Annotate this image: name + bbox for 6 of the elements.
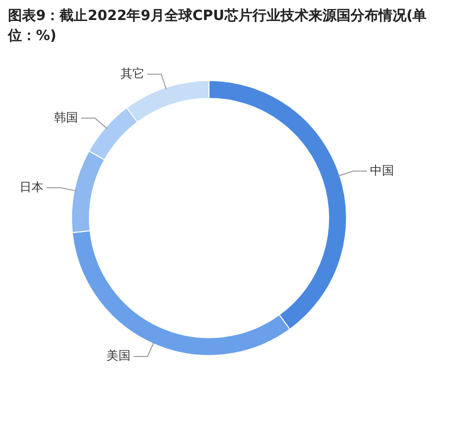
slice-label: 美国 — [106, 348, 131, 363]
chart-title: 图表9：截止2022年9月全球CPU芯片行业技术来源国分布情况(单位：%) — [8, 7, 428, 46]
slice-label: 中国 — [370, 163, 394, 178]
slice-label: 韩国 — [54, 110, 78, 124]
slice-label: 其它 — [120, 66, 144, 80]
slice-label: 日本 — [20, 180, 44, 194]
